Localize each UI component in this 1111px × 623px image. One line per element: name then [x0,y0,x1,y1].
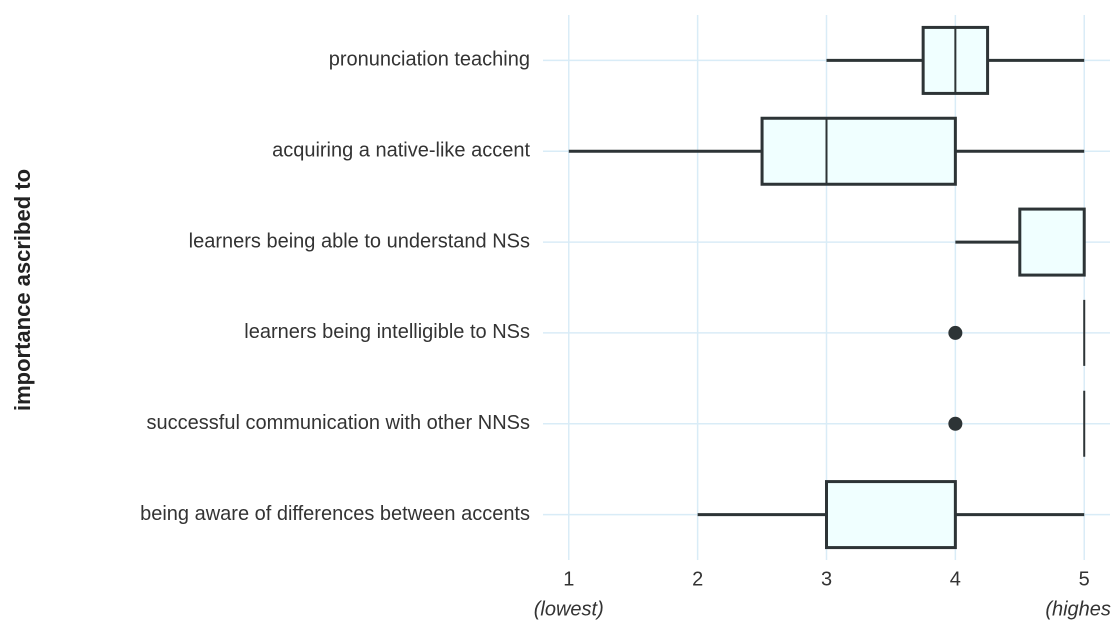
box [825,480,957,550]
annotation: (lowest) [534,598,604,620]
outlier [948,416,963,431]
x-tick-label: 5 [1079,568,1090,590]
x-tick-label: 1 [563,568,574,590]
outlier [948,325,963,340]
y-tick-label: pronunciation teaching [329,49,530,71]
annotation: (highest) [1045,598,1111,620]
y-tick-label: acquiring a native-like accent [272,140,530,162]
y-tick-label: being aware of differences between accen… [140,503,530,525]
box [1018,207,1086,277]
y-tick-label: learners being intelligible to NSs [244,321,530,343]
x-tick-label: 4 [950,568,961,590]
y-axis-label: importance ascribed to [10,169,35,411]
x-tick-label: 3 [821,568,832,590]
box [760,116,957,186]
y-tick-label: successful communication with other NNSs [147,412,530,434]
x-tick-label: 2 [692,568,703,590]
y-tick-label: learners being able to understand NSs [189,230,530,252]
